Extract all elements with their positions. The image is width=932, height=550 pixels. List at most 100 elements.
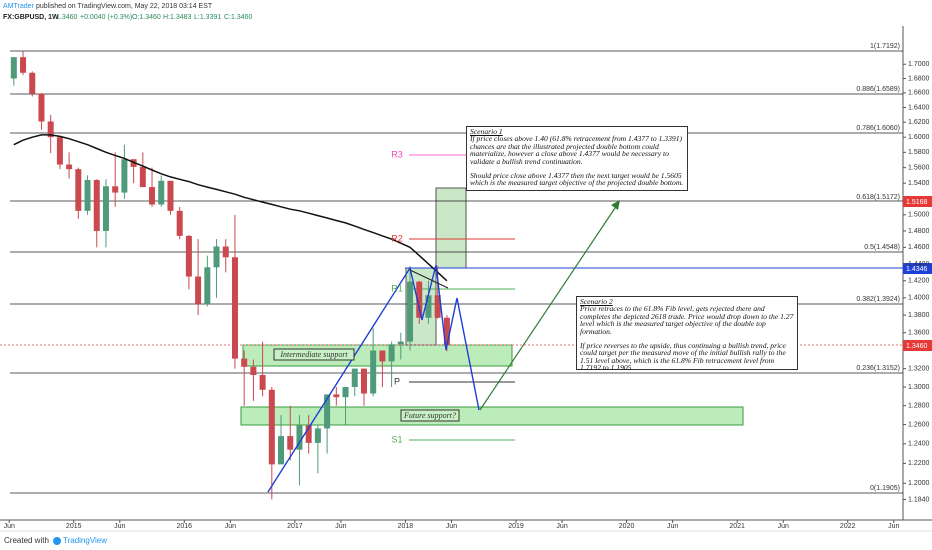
y-tick-label: 1.1840 [908,496,930,503]
x-tick-label: 2022 [840,523,856,530]
scenario-text: If price closes above 1.40 (61.8% retrac… [470,134,683,166]
y-tick-label: 1.6800 [908,75,930,82]
candle-body [241,358,248,367]
candle-body [204,267,211,304]
price-tag [903,196,932,207]
author[interactable]: AMTrader [3,3,35,10]
scenario-title: Scenario 1 [470,127,503,136]
candle-body [434,295,441,318]
y-tick-label: 1.3000 [908,384,930,391]
published: published on TradingView.com, May 22, 20… [36,3,213,10]
logo [53,537,61,545]
brand[interactable]: TradingView [63,536,107,545]
candle-body [379,350,386,362]
price-tag [903,263,932,274]
candle-body [324,394,331,429]
candle-body [287,436,294,450]
candle-body [56,137,63,165]
pivot-label: S1 [391,434,402,444]
y-tick-label: 1.6400 [908,104,930,111]
candle-body [425,295,432,318]
high: H:1.3483 [163,14,192,21]
candle-body [333,394,340,398]
open: O:1.3460 [132,14,161,21]
target-box [435,187,467,269]
candle-body [388,344,395,362]
change: +0.0040 (+0.3%) [80,14,132,21]
y-tick-label: 1.5600 [908,164,930,171]
candle-body [195,276,202,304]
x-tick-label: 2016 [176,523,192,530]
zone-label-box [273,348,355,361]
scenario-text: If price reverses to the upside, thus co… [580,341,786,373]
x-tick-label: Jun [114,523,125,530]
candle-body [231,257,238,359]
candle-body [222,246,229,258]
candle-body [351,368,358,387]
x-tick-label: Jun [4,523,15,530]
candle-body [10,57,17,79]
y-tick-label: 1.2000 [908,480,930,487]
y-tick-label: 1.2600 [908,421,930,428]
zone-label-box [400,409,460,422]
y-tick-label: 1.3600 [908,330,930,337]
candle-body [176,210,183,236]
y-tick-label: 1.2800 [908,402,930,409]
price-tag-label: 1.3460 [906,343,928,350]
candle-body [443,317,450,346]
y-tick-label: 1.2400 [908,441,930,448]
y-tick-label: 1.3800 [908,312,930,319]
zigzag [267,264,480,493]
arrow-head [611,200,620,210]
y-tick-label: 1.5400 [908,180,930,187]
x-tick-label: Jun [667,523,678,530]
price-tag-label: 1.5168 [906,199,928,206]
candle-body [185,235,192,277]
scenario-text: Should price close above 1.4377 then the… [470,171,684,188]
zone-label: Intermediate support [279,350,348,359]
candle-body [314,428,321,443]
candle-body [296,425,303,450]
x-tick-label: 2019 [508,523,524,530]
candle-body [397,341,404,345]
candle-body [139,166,146,188]
candle-body [167,180,174,211]
candle-body [213,246,220,268]
x-tick-label: Jun [335,523,346,530]
scenario-box: Scenario 1 If price closes above 1.40 (6… [466,126,688,191]
scenario-text: Price retraces to the 61.8% Fib level, g… [580,304,794,336]
candle-body [259,375,266,390]
trendline [409,269,449,289]
y-tick-label: 1.4800 [908,228,930,235]
fib-label: 0.886(1.6589) [856,86,900,93]
x-tick-label: Jun [556,523,567,530]
scenario-box: Scenario 2 Price retraces to the 61.8% F… [576,296,798,373]
low: L:1.3391 [194,14,221,21]
candle-body [360,368,367,394]
x-tick-label: Jun [778,523,789,530]
symbol: FX:GBPUSD, 1W [3,14,59,21]
pivot-label: P [394,376,400,386]
candle-body [370,350,377,394]
candle-body [149,187,156,205]
candle-body [47,121,54,138]
candle-body [250,366,257,376]
y-tick-label: 1.6600 [908,90,930,97]
x-tick-label: Jun [888,523,899,530]
y-tick-label: 1.7000 [908,61,930,68]
zone [240,406,744,426]
x-tick-label: Jun [225,523,236,530]
close: C:1.3460 [224,14,253,21]
last: 1.3460 [56,14,78,21]
y-tick-label: 1.4600 [908,244,930,251]
y-tick-label: 1.2200 [908,460,930,467]
y-tick-label: 1.5800 [908,149,930,156]
x-tick-label: 2020 [619,523,635,530]
candle-body [416,281,423,318]
price-tag-label: 1.4346 [906,266,928,273]
candles [10,50,450,500]
fib-label: 0.382(1.3924) [856,296,900,303]
candle-body [75,169,82,211]
candle-body [84,180,91,211]
